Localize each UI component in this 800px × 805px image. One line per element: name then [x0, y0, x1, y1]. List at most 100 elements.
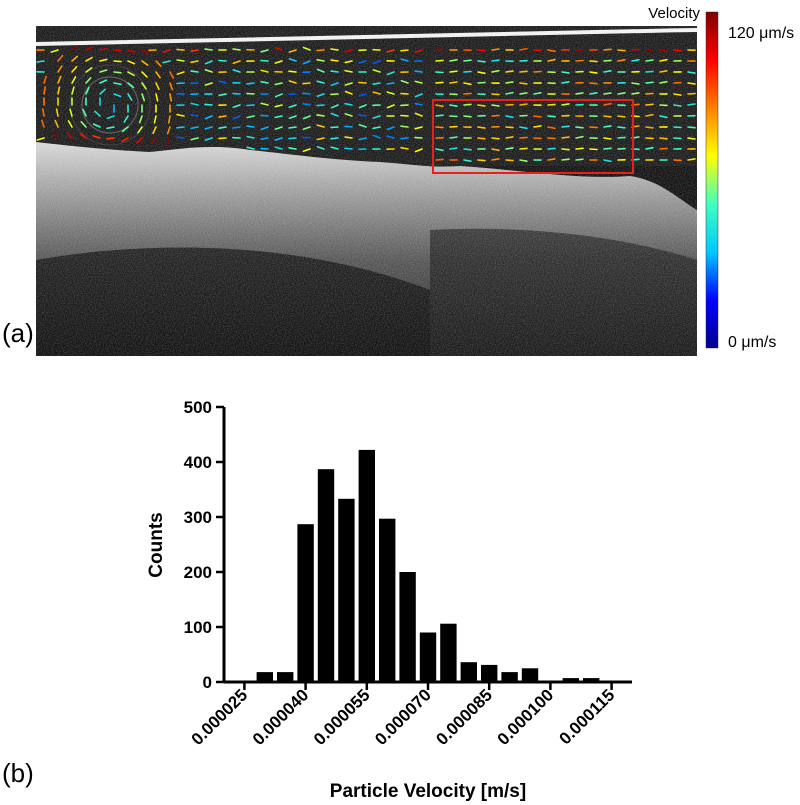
velocity-vector	[435, 81, 444, 84]
velocity-vector	[372, 82, 381, 85]
velocity-vector	[82, 108, 87, 117]
velocity-vector	[449, 70, 458, 73]
velocity-vector	[190, 126, 199, 130]
velocity-vector	[589, 126, 598, 129]
velocity-vector	[687, 158, 696, 161]
velocity-vector	[435, 148, 444, 152]
velocity-vector	[603, 70, 612, 73]
velocity-vector	[617, 92, 626, 95]
velocity-vector	[687, 82, 696, 85]
velocity-vector	[372, 69, 381, 73]
velocity-vector	[121, 137, 129, 143]
velocity-vector	[645, 81, 654, 84]
velocity-vector	[57, 54, 64, 62]
velocity-vector	[302, 115, 311, 120]
velocity-vector	[505, 126, 514, 129]
velocity-vector	[141, 60, 149, 66]
histogram-bar	[297, 524, 314, 682]
velocity-vector	[162, 49, 171, 54]
histogram-bar	[256, 672, 273, 682]
velocity-vector	[435, 158, 444, 161]
velocity-vector	[113, 71, 122, 74]
velocity-vector	[136, 137, 143, 144]
histogram-bar	[419, 632, 437, 682]
velocity-vector	[617, 136, 626, 139]
velocity-vector	[123, 115, 129, 123]
roi-box	[432, 99, 634, 174]
histogram-bar	[399, 572, 416, 682]
velocity-vector	[358, 137, 367, 141]
velocity-vector	[66, 131, 73, 139]
velocity-vector	[274, 146, 283, 150]
velocity-vector	[218, 80, 227, 84]
velocity-vector	[358, 123, 367, 128]
velocity-vector	[190, 49, 199, 53]
velocity-vector	[386, 104, 395, 109]
velocity-vector	[288, 104, 297, 108]
x-tick-label: 0.000040	[249, 685, 313, 749]
velocity-vector	[547, 137, 556, 140]
velocity-vector	[127, 60, 136, 65]
velocity-vector	[53, 131, 59, 139]
velocity-vector	[603, 137, 612, 140]
velocity-vector	[477, 137, 486, 140]
velocity-vector	[344, 90, 353, 95]
histogram-bar	[277, 672, 294, 682]
velocity-vector	[155, 93, 159, 102]
velocity-vector	[547, 147, 556, 150]
velocity-vector	[316, 93, 325, 98]
x-axis-label: Particle Velocity [m/s]	[330, 781, 526, 802]
oct-velocity-image: Velocity 120 μm/s 0 μm/s	[36, 5, 794, 356]
velocity-vectors	[36, 45, 696, 163]
velocity-vector	[106, 137, 115, 140]
velocity-vector	[155, 60, 162, 67]
velocity-vector	[575, 147, 584, 150]
velocity-vector	[176, 126, 185, 129]
panel-label-b: (b)	[2, 758, 34, 788]
velocity-vector	[659, 137, 668, 140]
velocity-vector	[113, 49, 122, 52]
y-tick-label: 200	[184, 563, 212, 582]
velocity-vector	[85, 86, 90, 95]
velocity-vector	[176, 113, 185, 117]
velocity-vector	[113, 60, 122, 63]
velocity-vector	[463, 159, 472, 162]
histogram-bar	[542, 680, 559, 682]
velocity-vector	[491, 114, 500, 117]
velocity-vector	[386, 126, 395, 131]
velocity-vector	[400, 58, 409, 62]
velocity-vector	[358, 104, 367, 109]
velocity-vector	[589, 71, 598, 74]
velocity-vector	[575, 158, 584, 161]
velocity-vector	[533, 92, 542, 95]
velocity-vector	[274, 46, 283, 51]
x-tick-label: 0.000115	[556, 685, 619, 748]
velocity-vector	[121, 126, 129, 133]
velocity-vector	[519, 114, 528, 117]
velocity-vector	[260, 49, 269, 53]
velocity-vector	[127, 71, 135, 77]
velocity-vector	[288, 147, 297, 150]
velocity-vector	[400, 79, 409, 84]
velocity-vector	[561, 71, 570, 74]
velocity-vector	[505, 70, 514, 73]
velocity-vector	[372, 91, 381, 95]
velocity-vector	[491, 137, 500, 140]
velocity-vector	[561, 103, 570, 106]
velocity-vector	[603, 159, 612, 163]
velocity-vector	[79, 133, 87, 139]
velocity-vector	[344, 136, 353, 139]
velocity-vector	[603, 48, 612, 51]
velocity-vector	[414, 80, 423, 84]
histogram-bar	[338, 498, 355, 682]
velocity-vector	[659, 70, 668, 73]
velocity-vector	[166, 126, 171, 135]
velocity-vector	[344, 60, 353, 64]
velocity-vector	[80, 121, 87, 128]
velocity-vector	[316, 104, 325, 107]
velocity-vector	[288, 70, 297, 73]
velocity-vector	[659, 49, 668, 53]
velocity-vector	[435, 114, 444, 117]
velocity-vector	[645, 146, 654, 150]
velocity-vector	[169, 82, 174, 91]
